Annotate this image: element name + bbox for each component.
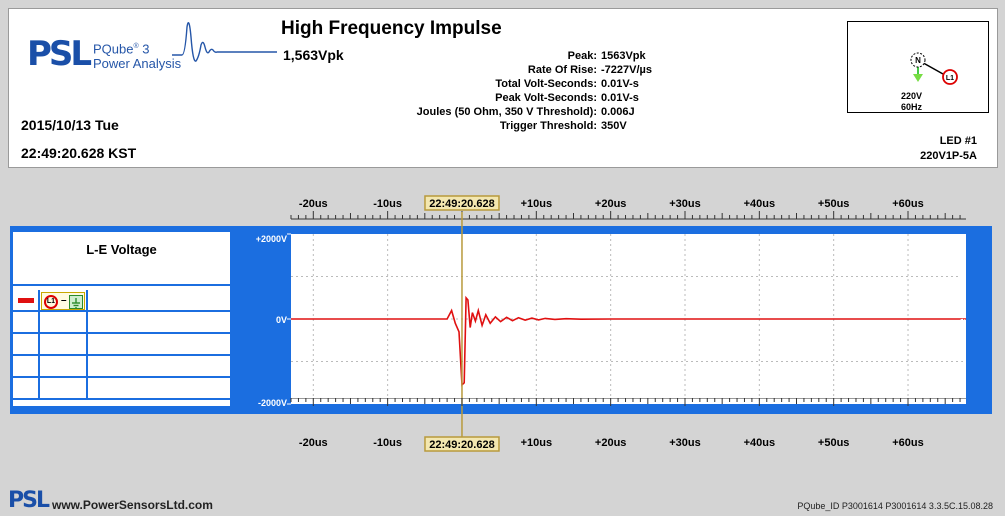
node-l1-label: L1	[946, 75, 954, 82]
legend-title: L-E Voltage	[13, 232, 230, 286]
legend-row	[13, 334, 230, 356]
nominal-frequency: 60Hz	[901, 102, 923, 112]
stat-row: Peak: 1563Vpk	[339, 49, 699, 63]
x-tick-label: +60us	[892, 437, 924, 449]
cursor-label-box	[424, 436, 500, 452]
stat-label: Peak:	[567, 50, 597, 62]
stat-value: -7227V/µs	[601, 64, 652, 76]
event-date: 2015/10/13 Tue	[21, 117, 119, 133]
y-tick-label: 0V	[276, 315, 287, 325]
wiring-config-box: N L1 220V 60Hz	[847, 21, 989, 113]
nominal-voltage: 220V	[901, 91, 923, 101]
stat-row: Joules (50 Ohm, 350 V Threshold): 0.006J	[339, 105, 699, 119]
x-tick-label: +10us	[521, 437, 553, 449]
node-n-label: N	[915, 56, 921, 65]
x-tick-label: +40us	[744, 198, 776, 210]
stat-value: 0.01V-s	[601, 78, 639, 90]
x-tick-label: +30us	[669, 437, 701, 449]
legend-rows: L1 –	[13, 290, 230, 400]
stat-value: 0.01V-s	[601, 92, 639, 104]
cursor-time-label: 22:49:20.628	[429, 198, 494, 210]
legend-row	[13, 378, 230, 400]
series-color-swatch[interactable]	[18, 298, 34, 303]
logo-product: PQube® 3	[93, 41, 150, 57]
stat-label: Joules (50 Ohm, 350 V Threshold):	[416, 106, 597, 118]
stat-row: Total Volt-Seconds: 0.01V-s	[339, 77, 699, 91]
stat-label: Trigger Threshold:	[499, 120, 597, 132]
stat-label: Peak Volt-Seconds:	[495, 92, 597, 104]
watermark: www.PowerSensorsLtd.com	[955, 239, 969, 400]
x-tick-label: +40us	[744, 437, 776, 449]
y-tick-label: +2000V	[256, 234, 287, 244]
legend-row	[13, 356, 230, 378]
series-channel-chip[interactable]: L1 –	[41, 292, 85, 310]
legend-row	[13, 312, 230, 334]
stat-row: Peak Volt-Seconds: 0.01V-s	[339, 91, 699, 105]
footer-device-id: PQube_ID P3001614 P3001614 3.3.5C.15.08.…	[797, 501, 993, 511]
stat-label: Total Volt-Seconds:	[495, 78, 597, 90]
x-tick-label: -20us	[299, 437, 328, 449]
event-stats: Peak: 1563Vpk Rate Of Rise: -7227V/µs Tota…	[339, 49, 699, 133]
x-tick-label: -10us	[373, 198, 402, 210]
event-time: 22:49:20.628 KST	[21, 145, 137, 161]
series-line-l1-e	[291, 295, 966, 387]
x-tick-label: +50us	[818, 198, 850, 210]
logo-wave-icon	[172, 22, 277, 62]
x-tick-label: -10us	[373, 437, 402, 449]
legend-row: L1 –	[13, 290, 230, 312]
x-tick-label: +20us	[595, 437, 627, 449]
footer-url[interactable]: www.PowerSensorsLtd.com	[52, 498, 213, 512]
y-axis: +2000V 0V -2000V	[256, 233, 291, 408]
cursor-label-box	[424, 195, 500, 211]
x-tick-label: +10us	[521, 198, 553, 210]
wiring-diagram-icon: N L1	[910, 52, 958, 85]
y-tick-label: -2000V	[258, 398, 287, 408]
x-tick-label: +50us	[818, 437, 850, 449]
peak-summary: 1,563Vpk	[283, 47, 344, 63]
earth-icon	[69, 295, 83, 309]
chip-separator: –	[61, 295, 67, 306]
cursor-time-label: 22:49:20.628	[429, 439, 494, 451]
logo-brand: PSL	[27, 34, 92, 74]
x-tick-label: +60us	[892, 198, 924, 210]
stat-value: 1563Vpk	[601, 50, 646, 62]
time-axis-bottom: -20us -10us +10us +20us +30us +40us +50us +60us…	[290, 398, 966, 452]
x-tick-label: +30us	[669, 198, 701, 210]
stat-label: Rate Of Rise:	[527, 64, 597, 76]
stat-value: 0.006J	[601, 106, 635, 118]
stat-row: Rate Of Rise: -7227V/µs	[339, 63, 699, 77]
report-header: PSL PQube® 3 Power Analysis 2015/10/13 T…	[8, 8, 998, 168]
model-label: 220V1P-5A	[920, 150, 977, 162]
y-axis-strip	[270, 226, 291, 412]
stat-value: 350V	[601, 120, 627, 132]
legend-panel: L-E Voltage L1 –	[13, 232, 230, 406]
led-label: LED #1	[939, 135, 977, 147]
x-tick-label: +20us	[595, 198, 627, 210]
l1-icon: L1	[44, 295, 58, 309]
stat-row: Trigger Threshold: 350V	[339, 119, 699, 133]
footer-logo: PSL	[8, 488, 50, 513]
right-strip	[966, 226, 990, 412]
psl-logo: PSL PQube® 3 Power Analysis	[27, 17, 277, 79]
x-tick-label: -20us	[299, 198, 328, 210]
logo-subtitle: Power Analysis	[93, 56, 182, 71]
page-title: High Frequency Impulse	[281, 18, 502, 39]
time-axis-top: -20us -10us +10us +20us +30us +40us +50us +60us…	[290, 195, 966, 220]
